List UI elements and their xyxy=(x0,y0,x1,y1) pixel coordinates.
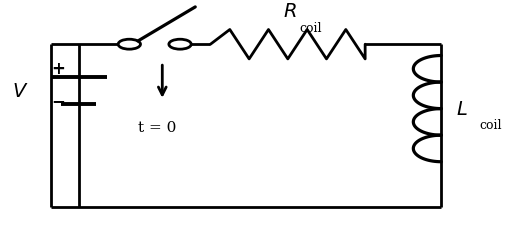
Text: −: − xyxy=(51,91,65,109)
Text: +: + xyxy=(51,60,65,78)
Text: t = 0: t = 0 xyxy=(138,120,176,134)
Text: $V$: $V$ xyxy=(12,82,28,100)
Text: $R$: $R$ xyxy=(283,3,297,21)
Text: coil: coil xyxy=(299,22,322,35)
Text: $L$: $L$ xyxy=(457,100,468,118)
Text: coil: coil xyxy=(479,118,502,131)
